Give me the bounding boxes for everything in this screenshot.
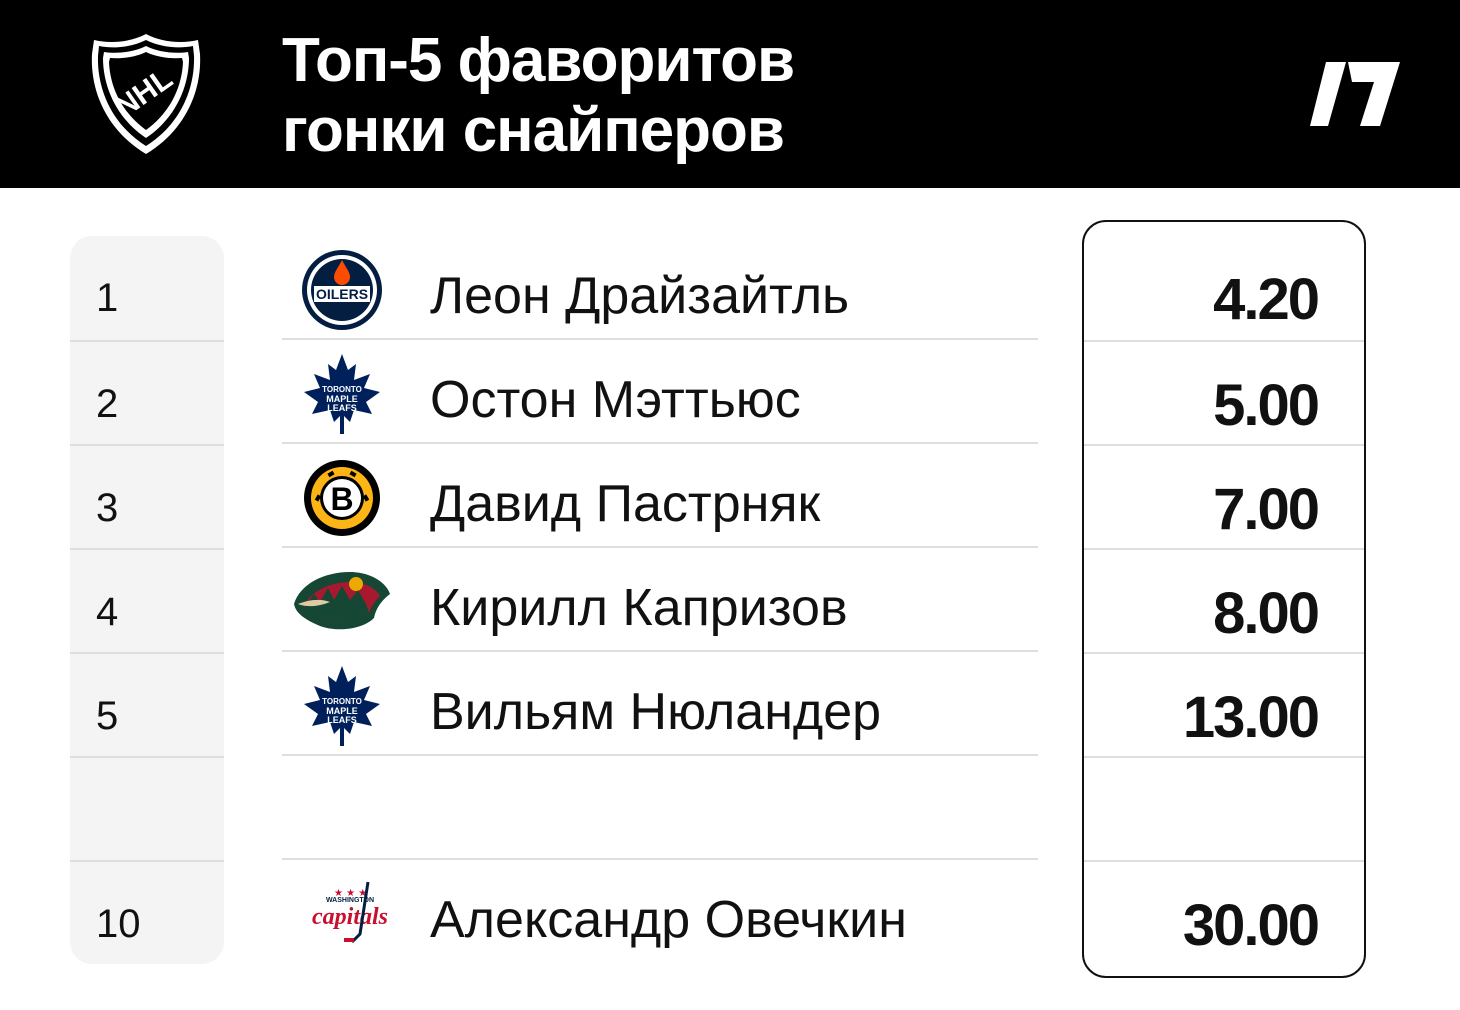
odds-value: 5.00: [1213, 373, 1320, 438]
rank-number: 4: [96, 590, 119, 634]
odds-cell: 30.00: [1084, 860, 1364, 964]
list-item-spacer: [282, 756, 1038, 860]
player-name: Кирилл Капризов: [430, 579, 848, 637]
svg-text:MAPLE: MAPLE: [326, 706, 358, 716]
capitals-logo-icon: ★ ★ ★ WASHINGTON capitals: [312, 881, 388, 944]
rank-number: 3: [96, 486, 119, 530]
odds-value: 8.00: [1213, 581, 1320, 646]
rank-cell: 5: [70, 652, 224, 756]
odds-cell-empty: [1084, 756, 1364, 860]
list-item: ★ ★ ★ WASHINGTON capitals Александр Овеч…: [282, 860, 1038, 964]
rank-number: 5: [96, 694, 119, 738]
rank-number: 10: [96, 902, 141, 946]
odds-value: 7.00: [1213, 477, 1320, 542]
page-title: Топ-5 фаворитов гонки снайперов: [282, 26, 795, 166]
odds-cell: 7.00: [1084, 444, 1364, 548]
svg-text:TORONTO: TORONTO: [322, 385, 362, 394]
svg-text:TORONTO: TORONTO: [322, 697, 362, 706]
rank-number: 1: [96, 276, 119, 320]
svg-text:LEAFS: LEAFS: [327, 715, 357, 725]
header-banner: NHL Топ-5 фаворитов гонки снайперов: [0, 0, 1460, 188]
rank-cell: 2: [70, 340, 224, 444]
odds-cell: 5.00: [1084, 340, 1364, 444]
list-item: TORONTO MAPLE LEAFS Остон Мэттьюс: [282, 340, 1038, 444]
rank-number: 2: [96, 382, 119, 426]
svg-text:LEAFS: LEAFS: [327, 403, 357, 413]
nhl-shield-icon: NHL: [91, 34, 201, 154]
wild-logo-icon: [294, 572, 390, 630]
player-name: Леон Драйзайтль: [430, 267, 850, 325]
svg-text:MAPLE: MAPLE: [326, 394, 358, 404]
rank-column: 1 2 3 4 5 10: [70, 236, 224, 964]
player-name: Вильям Нюландер: [430, 683, 882, 741]
svg-text:B: B: [330, 481, 353, 517]
svg-text:★ ★ ★: ★ ★ ★: [334, 888, 367, 899]
list-item: Кирилл Капризов: [282, 548, 1038, 652]
rank-cell: 10: [70, 860, 224, 964]
odds-cell: 4.20: [1084, 236, 1364, 340]
odds-value: 4.20: [1213, 267, 1320, 332]
bruins-logo-icon: B: [304, 460, 380, 536]
brand-slash-logo-icon: [1310, 62, 1400, 126]
list-item: TORONTO MAPLE LEAFS Вильям Нюландер: [282, 652, 1038, 756]
maple-leafs-logo-icon: TORONTO MAPLE LEAFS: [304, 354, 380, 434]
odds-value: 30.00: [1182, 893, 1320, 958]
rank-cell: 4: [70, 548, 224, 652]
svg-text:OILERS: OILERS: [316, 286, 368, 302]
rank-cell-empty: [70, 756, 224, 860]
list-item: B Давид Пастрняк: [282, 444, 1038, 548]
odds-value: 13.00: [1182, 685, 1320, 750]
rank-cell: 3: [70, 444, 224, 548]
rank-cell: 1: [70, 236, 224, 340]
player-name: Остон Мэттьюс: [430, 371, 801, 429]
list-item: OILERS Леон Драйзайтль: [282, 236, 1038, 340]
svg-text:WASHINGTON: WASHINGTON: [326, 897, 374, 904]
player-name: Александр Овечкин: [430, 891, 907, 949]
player-name: Давид Пастрняк: [430, 475, 821, 533]
oilers-logo-icon: OILERS: [302, 250, 382, 330]
title-line-2: гонки снайперов: [282, 96, 785, 165]
players-list: OILERS Леон Драйзайтль TORONTO MAPLE LEA…: [282, 236, 1038, 964]
odds-cell: 8.00: [1084, 548, 1364, 652]
maple-leafs-logo-icon: TORONTO MAPLE LEAFS: [304, 666, 380, 746]
odds-column: 4.20 5.00 7.00 8.00 13.00 30.00: [1082, 220, 1366, 978]
odds-cell: 13.00: [1084, 652, 1364, 756]
svg-text:capitals: capitals: [312, 904, 388, 930]
title-line-1: Топ-5 фаворитов: [282, 26, 795, 95]
